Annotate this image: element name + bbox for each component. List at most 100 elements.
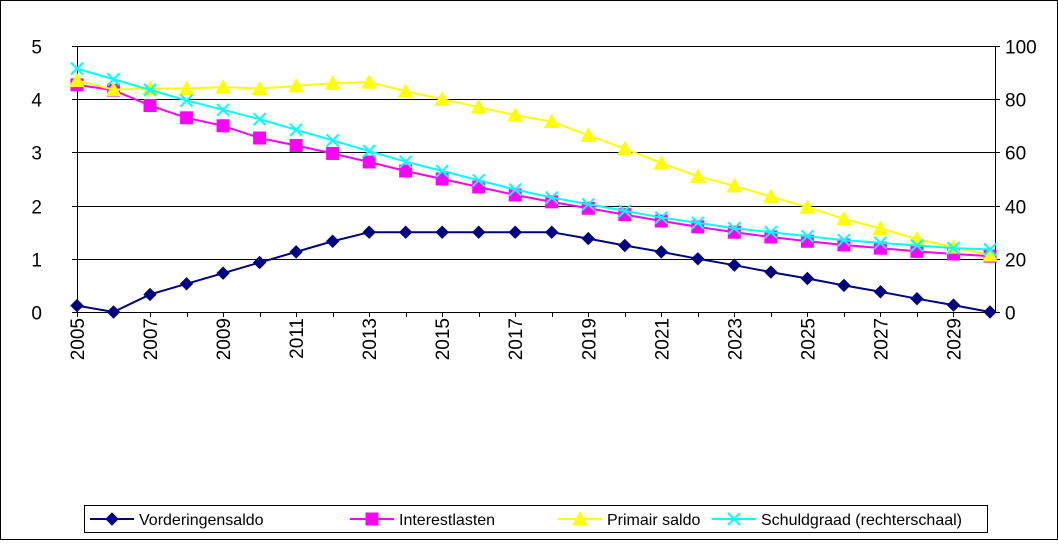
data-point [616, 140, 633, 156]
series-primair-saldo [69, 72, 998, 262]
y2-tick-label: 0 [1005, 304, 1016, 325]
data-point [289, 138, 303, 152]
x-tick-label: 2019 [579, 318, 600, 360]
data-point [325, 133, 340, 148]
data-point [216, 266, 230, 280]
y-tick-label: 1 [31, 251, 42, 272]
y-tick-label: 3 [31, 144, 42, 165]
data-point [106, 72, 121, 86]
y2-tick-label: 60 [1005, 144, 1026, 165]
data-point [179, 277, 194, 291]
data-point [178, 80, 195, 96]
data-point [472, 225, 486, 239]
data-point [910, 291, 924, 306]
data-point [435, 225, 449, 239]
legend-marker [365, 512, 379, 526]
data-point [106, 305, 121, 319]
data-point [252, 112, 267, 126]
data-point [435, 172, 449, 186]
data-point [691, 252, 705, 266]
data-point [362, 155, 376, 169]
legend-label: Interestlasten [399, 512, 495, 529]
x-tick-label: 2025 [798, 318, 819, 360]
legend-label: Primair saldo [607, 512, 700, 529]
data-point [763, 188, 779, 204]
series-line [76, 231, 991, 314]
data-point [800, 271, 815, 286]
legend-marker [105, 512, 119, 526]
series-vorderingensaldo [70, 225, 997, 319]
legend-marker [727, 512, 741, 526]
data-point [398, 225, 413, 239]
data-point [251, 80, 268, 96]
data-point [580, 127, 597, 142]
data-point [324, 75, 341, 90]
data-point [545, 225, 559, 239]
data-point [472, 180, 486, 194]
data-point [508, 225, 522, 239]
y2-tick-label: 40 [1005, 198, 1026, 219]
data-point [873, 285, 888, 299]
data-point [690, 168, 706, 183]
data-point [837, 233, 851, 247]
legend-marker [572, 510, 588, 526]
data-point [946, 241, 961, 255]
data-point [508, 182, 522, 197]
data-point [69, 72, 85, 88]
series-layer [69, 61, 998, 319]
data-point [799, 199, 816, 214]
data-point [764, 225, 778, 239]
y2-tick-label: 100 [1005, 38, 1037, 59]
data-point [180, 111, 194, 125]
data-point [945, 239, 962, 254]
data-point [653, 154, 670, 170]
data-point [837, 278, 851, 293]
data-point [910, 238, 924, 253]
data-point [179, 93, 194, 108]
legend-label: Schuldgraad (rechterschaal) [761, 512, 962, 529]
x-tick-label: 2017 [506, 318, 527, 360]
data-point [325, 234, 340, 248]
data-point [70, 61, 84, 76]
data-point [289, 123, 303, 137]
data-point [143, 99, 157, 113]
legend: Vorderingensaldo Interestlasten Primair sa… [84, 505, 988, 533]
data-point [545, 190, 559, 205]
gridlines [77, 46, 995, 260]
data-point [873, 236, 888, 250]
data-point [983, 242, 997, 257]
x-tick-label: 2015 [433, 318, 454, 360]
data-point [70, 298, 84, 313]
data-point [435, 164, 449, 178]
y2-tick-label: 80 [1005, 91, 1026, 112]
x-tick-label: 2027 [871, 318, 892, 360]
data-point [910, 244, 924, 258]
data-point [946, 298, 961, 312]
data-point [361, 74, 377, 89]
x-tick-label: 2007 [141, 318, 162, 360]
data-point [398, 155, 413, 169]
data-point [836, 210, 852, 226]
data-point [362, 144, 376, 158]
data-point [581, 197, 595, 211]
data-point [253, 131, 267, 145]
data-point [618, 204, 632, 218]
data-point [216, 119, 230, 133]
y-tick-label: 4 [31, 91, 42, 112]
data-point [581, 231, 595, 246]
data-point [216, 103, 230, 117]
y-tick-label: 0 [31, 304, 42, 325]
x-tick-label: 2029 [944, 318, 965, 360]
data-point [543, 113, 560, 129]
data-point [252, 255, 267, 270]
x-tick-label: 2009 [214, 318, 235, 360]
data-point [872, 220, 889, 235]
series-line [76, 67, 991, 251]
data-point [654, 245, 669, 259]
data-point [654, 210, 669, 225]
data-point [326, 146, 340, 160]
x-tick-label: 2023 [725, 318, 746, 360]
